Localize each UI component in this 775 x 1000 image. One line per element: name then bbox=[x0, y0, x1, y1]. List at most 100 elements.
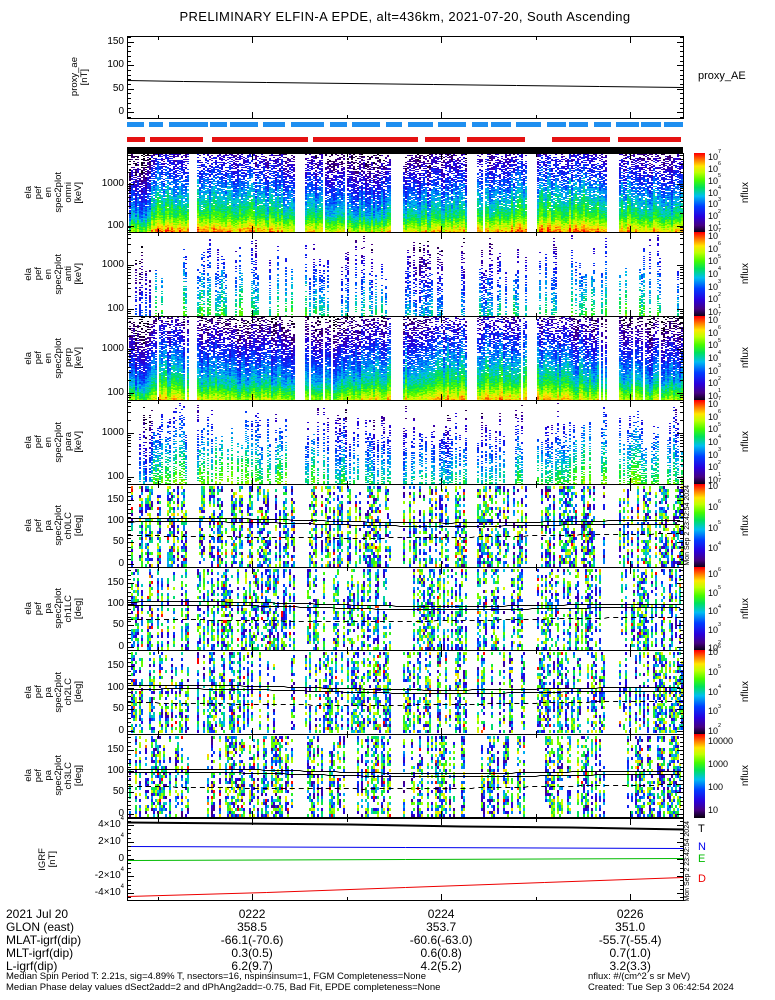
y-tick-label-en-perp: 1000 bbox=[101, 343, 124, 355]
colorbar-tick-en-perp: 104 bbox=[708, 350, 722, 363]
colorbar-tick-pa-ch2lc: 103 bbox=[708, 703, 722, 717]
colorbar-tick-en-anti: 107 bbox=[708, 228, 722, 241]
y-tick-label-pa-ch1lc: 50 bbox=[112, 619, 124, 631]
right-axis-label-E: E bbox=[698, 853, 706, 866]
bottom-value: 0226 bbox=[616, 907, 644, 921]
colorbar-tick-pa-ch2lc: 106 bbox=[708, 644, 722, 657]
colorbar-tick-en-anti: 101 bbox=[708, 304, 722, 318]
panel-label-igrf: IGRF [nT] bbox=[0, 818, 58, 900]
plot-area-pa-ch3lc bbox=[127, 734, 684, 818]
data-availability-segment bbox=[516, 122, 542, 127]
footer-phase-info: Median Phase delay values dSect2add=2 an… bbox=[6, 982, 441, 993]
data-availability-segment bbox=[594, 122, 611, 127]
y-tick-label-pa-ch1lc: 150 bbox=[107, 577, 124, 589]
spin-coverage-bar bbox=[127, 147, 683, 153]
y-tick-label-igrf: 0 bbox=[118, 853, 124, 864]
plot-area-en-para bbox=[127, 400, 684, 485]
y-tick-label-igrf: 4×104 bbox=[98, 815, 124, 830]
colorbar-tick-pa-ch1lc: 102 bbox=[708, 640, 722, 654]
y-tick-label-pa-ch0lc: 0 bbox=[118, 557, 124, 569]
bottom-value: 353.7 bbox=[426, 920, 457, 934]
y-tick-label-en-omni: 1000 bbox=[101, 178, 124, 190]
colorbar-pa-ch0lc bbox=[694, 484, 705, 568]
science-zone-segment bbox=[127, 137, 145, 142]
colorbar-en-omni bbox=[694, 153, 705, 233]
data-availability-segment bbox=[352, 122, 380, 127]
y-tick-label-en-anti: 1000 bbox=[101, 259, 124, 271]
bottom-value: 0.3(0.5) bbox=[231, 946, 273, 960]
bottom-value: 0222 bbox=[238, 907, 266, 921]
y-tick-label-pa-ch2lc: 0 bbox=[118, 724, 124, 736]
colorbar-tick-en-anti: 104 bbox=[708, 266, 722, 279]
colorbar-tick-en-anti: 103 bbox=[708, 279, 722, 292]
y-tick-label-igrf: -4×104 bbox=[94, 883, 124, 899]
data-availability-segment bbox=[546, 122, 567, 127]
colorbar-tick-pa-ch2lc: 105 bbox=[708, 664, 722, 677]
colorbar-tick-en-perp: 105 bbox=[708, 337, 722, 351]
colorbar-pa-ch3lc bbox=[694, 734, 705, 818]
colorbar-en-perp bbox=[694, 316, 705, 401]
colorbar-tick-en-para: 101 bbox=[708, 472, 722, 486]
colorbar-unit-text: nflux bbox=[740, 263, 751, 285]
colorbar-unit-text: nflux bbox=[740, 597, 751, 620]
bottom-value: 0224 bbox=[427, 907, 455, 921]
colorbar-tick-en-para: 104 bbox=[708, 434, 722, 447]
y-tick-label-pa-ch3lc: 50 bbox=[112, 786, 124, 798]
y-tick-label-en-anti: 100 bbox=[107, 303, 124, 315]
colorbar-tick-en-para: 102 bbox=[708, 459, 722, 473]
science-zone-segment bbox=[425, 137, 461, 142]
colorbar-tick-en-para: 105 bbox=[708, 421, 722, 435]
colorbar-tick-pa-ch0lc: 107 bbox=[708, 478, 722, 492]
bottom-row-label: MLT-igrf(dip) bbox=[6, 946, 74, 960]
colorbar-tick-en-perp: 102 bbox=[708, 375, 722, 389]
plot-area-en-omni bbox=[127, 153, 684, 233]
y-tick-label-pa-ch0lc: 150 bbox=[107, 494, 124, 506]
bottom-value: 4.2(5.2) bbox=[420, 959, 462, 973]
side-timestamp-upper: Mon Sep 2 23:42:54 2024 bbox=[684, 485, 691, 566]
colorbar-tick-en-para: 106 bbox=[708, 408, 722, 422]
colorbar-tick-en-omni: 106 bbox=[708, 160, 722, 174]
colorbar-tick-pa-ch3lc: 10000 bbox=[708, 735, 734, 746]
science-zone-segment bbox=[467, 137, 526, 142]
colorbar-unit-text: nflux bbox=[740, 181, 751, 204]
science-zone-segment bbox=[150, 137, 204, 142]
colorbar-tick-en-para: 103 bbox=[708, 447, 722, 460]
y-tick-label-pa-ch2lc: 100 bbox=[107, 681, 124, 693]
colorbar-unit-en-para: nflux bbox=[740, 400, 752, 484]
data-availability-segment bbox=[210, 122, 228, 127]
colorbar-tick-en-perp: 103 bbox=[708, 363, 722, 376]
plot-area-proxy-ae bbox=[127, 36, 684, 119]
science-zone-segment bbox=[212, 137, 309, 142]
y-tick-label-pa-ch0lc: 100 bbox=[107, 515, 124, 527]
colorbar-tick-en-anti: 102 bbox=[708, 291, 722, 305]
panel-label-word: [nT] bbox=[47, 850, 59, 868]
data-availability-segment bbox=[263, 122, 286, 127]
y-tick-label-pa-ch3lc: 0 bbox=[118, 807, 124, 819]
colorbar-tick-en-omni: 105 bbox=[708, 172, 722, 186]
colorbar-unit-text: nflux bbox=[740, 431, 751, 453]
bottom-row-label: 2021 Jul 20 bbox=[6, 907, 69, 921]
bottom-row-label: L-igrf(dip) bbox=[6, 959, 58, 973]
colorbar-tick-pa-ch3lc: 1000 bbox=[708, 758, 729, 769]
plot-area-en-perp bbox=[127, 316, 684, 401]
science-zone-segment bbox=[617, 137, 681, 142]
data-availability-segment bbox=[569, 122, 589, 127]
bottom-value: 0.6(0.8) bbox=[420, 946, 462, 960]
colorbar-pa-ch1lc bbox=[694, 567, 705, 651]
bottom-value: 358.5 bbox=[237, 920, 268, 934]
y-tick-label-en-omni: 100 bbox=[107, 219, 124, 231]
colorbar-unit-text: nflux bbox=[740, 681, 751, 703]
colorbar-unit-pa-ch2lc: nflux bbox=[740, 650, 752, 734]
y-tick-label-igrf: -2×104 bbox=[94, 866, 124, 882]
data-availability-segment bbox=[438, 122, 467, 127]
bottom-value: -66.1(-70.6) bbox=[220, 933, 284, 947]
bottom-value: -55.7(-55.4) bbox=[598, 933, 662, 947]
colorbar-tick-pa-ch1lc: 103 bbox=[708, 622, 722, 635]
colorbar-en-para bbox=[694, 400, 705, 485]
side-timestamp-lower: Mon Sep 2 23:42:54 2024 bbox=[684, 821, 691, 902]
colorbar-tick-pa-ch3lc: 10 bbox=[708, 805, 719, 816]
data-availability-segment bbox=[127, 122, 144, 127]
colorbar-tick-pa-ch1lc: 105 bbox=[708, 585, 722, 598]
y-tick-label-pa-ch3lc: 150 bbox=[107, 744, 124, 756]
colorbar-unit-pa-ch3lc: nflux bbox=[740, 734, 752, 817]
